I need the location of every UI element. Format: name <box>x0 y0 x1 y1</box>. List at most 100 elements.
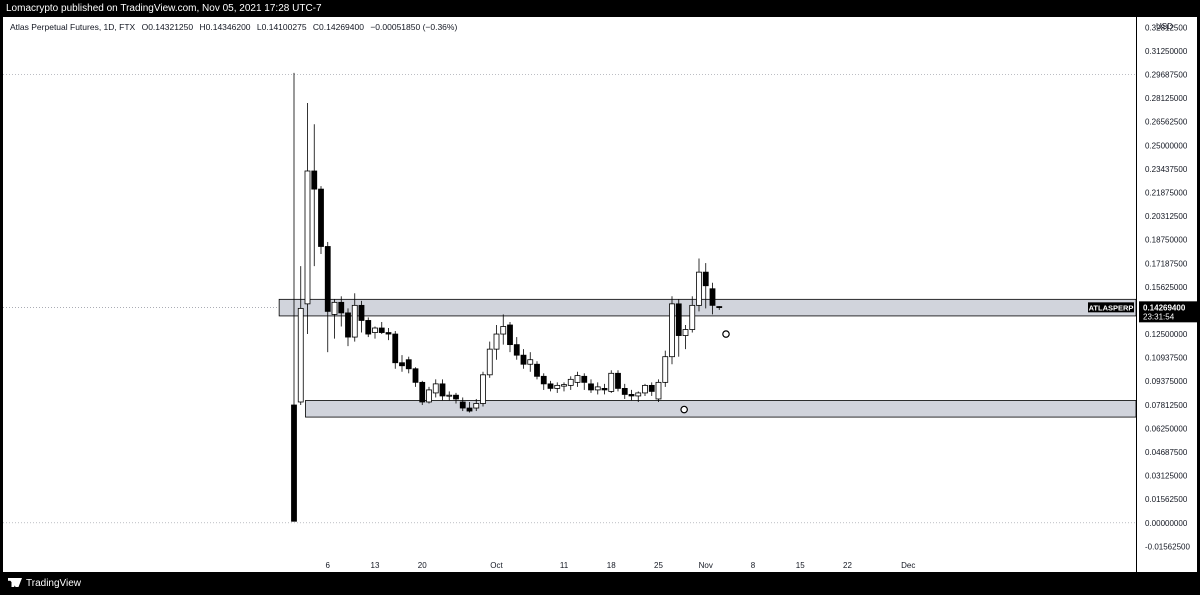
footer-bar: TradingView <box>0 572 1200 595</box>
y-tick-label: 0.18750000 <box>1145 236 1188 245</box>
candle-body <box>446 394 453 397</box>
y-tick-label: 0.21875000 <box>1145 189 1188 198</box>
event-marker-icon <box>680 405 688 414</box>
candle-body <box>493 333 500 350</box>
candle-body <box>696 271 702 306</box>
candle-body <box>689 304 696 330</box>
symbol-tag-label: ATLASPERP <box>1089 303 1134 312</box>
candle-body <box>507 324 513 346</box>
x-tick-label: 13 <box>371 561 380 570</box>
chart-pane[interactable] <box>3 17 1137 572</box>
candle-body <box>594 386 601 391</box>
candle-body <box>527 359 534 365</box>
candle-body <box>547 383 554 389</box>
x-tick-label: 18 <box>607 561 616 570</box>
candle-body <box>574 375 581 383</box>
tradingview-logo[interactable]: TradingView <box>8 577 81 591</box>
y-tick-label: 0.03125000 <box>1145 472 1188 481</box>
candle-body <box>702 271 709 287</box>
legend-close: C0.14269400 <box>312 22 364 32</box>
legend-symbol: Atlas Perpetual Futures, 1D, FTX <box>10 22 136 32</box>
ohlc-legend: Atlas Perpetual Futures, 1D, FTX O0.1432… <box>10 22 461 32</box>
x-tick-label: 6 <box>326 561 331 570</box>
candle-body <box>385 332 392 335</box>
candle-body <box>621 387 628 395</box>
candle-body <box>318 188 324 247</box>
footer-brand: TradingView <box>26 578 82 589</box>
candle-body <box>324 246 331 312</box>
candle-body <box>378 327 385 333</box>
candle-body <box>338 301 345 314</box>
candle-body <box>608 372 615 392</box>
candle-body <box>419 381 426 403</box>
candle-body <box>399 362 405 367</box>
x-tick-label: 15 <box>796 561 805 570</box>
candle-body <box>331 301 338 315</box>
y-tick-label: 0.00000000 <box>1145 519 1188 528</box>
price-tag <box>1139 301 1197 323</box>
candle-body <box>480 374 486 404</box>
candle-body <box>648 384 655 392</box>
candle-body <box>311 170 318 190</box>
y-tick-label: 0.04687500 <box>1145 448 1188 457</box>
horizontal-zone-1 <box>305 400 1137 418</box>
y-tick-label: 0.10937500 <box>1145 354 1188 363</box>
y-tick-label: -0.01562500 <box>1145 542 1190 551</box>
candle-body <box>405 359 412 370</box>
candle-body <box>432 383 439 394</box>
y-tick-label: 0.17187500 <box>1145 259 1188 268</box>
chart-frame: Atlas Perpetual Futures, 1D, FTX O0.1432… <box>3 17 1197 572</box>
candle-body <box>567 378 574 386</box>
candle-body <box>291 404 297 522</box>
candle-body <box>466 407 473 412</box>
legend-low: L0.14100275 <box>256 22 307 32</box>
y-tick-label: 0.07812500 <box>1145 401 1188 410</box>
candlestick-chart: 0.32812500 0.31250000 0.29687500 0.28125000… <box>3 23 1197 570</box>
candle-body <box>540 375 547 385</box>
legend-open: O0.14321250 <box>141 22 194 32</box>
x-tick-label: Dec <box>901 561 915 570</box>
publisher-bar: Lomacrypto published on TradingView.com,… <box>0 0 1200 17</box>
candle-body <box>304 170 311 305</box>
legend-high: H0.14346200 <box>199 22 251 32</box>
candle-body <box>628 394 635 397</box>
candle-body <box>351 304 358 338</box>
y-tick-label: 0.20312500 <box>1145 212 1188 221</box>
candle-body <box>392 333 399 364</box>
y-tick-label: 0.29687500 <box>1145 71 1188 80</box>
candle-body <box>655 381 662 400</box>
candle-body <box>426 389 432 403</box>
tradingview-icon <box>8 578 22 587</box>
candle-body <box>554 384 561 389</box>
candle-body <box>500 326 507 335</box>
candle-body <box>615 372 621 389</box>
candle-body <box>716 306 723 308</box>
candle-body <box>709 288 716 306</box>
x-tick-label: Oct <box>490 561 503 570</box>
candle-body <box>682 329 689 336</box>
currency-label[interactable]: USD <box>1156 22 1173 31</box>
candle-body <box>358 304 365 321</box>
candle-body <box>669 303 675 358</box>
x-tick-label: 11 <box>560 561 569 570</box>
candle-body <box>513 344 520 356</box>
x-tick-label: 25 <box>654 561 663 570</box>
candle-body <box>561 384 567 387</box>
y-tick-label: 0.31250000 <box>1145 47 1188 56</box>
horizontal-zone-0 <box>278 298 1137 317</box>
candle-body <box>662 356 669 383</box>
candle-body <box>473 403 480 409</box>
candle-body <box>365 320 372 335</box>
price-tag-countdown: 23:31:54 <box>1143 312 1175 321</box>
candle-body <box>412 368 419 383</box>
candle-body <box>453 394 459 400</box>
y-tick-label: 0.15625000 <box>1145 283 1188 292</box>
candle-body <box>520 354 527 365</box>
candle-body <box>601 387 608 391</box>
x-tick-label: 8 <box>751 561 756 570</box>
publisher-text: Lomacrypto published on TradingView.com,… <box>6 3 322 14</box>
candle-body <box>534 363 540 377</box>
candle-body <box>642 384 648 394</box>
candle-body <box>675 303 682 336</box>
y-tick-label: 0.23437500 <box>1145 165 1188 174</box>
